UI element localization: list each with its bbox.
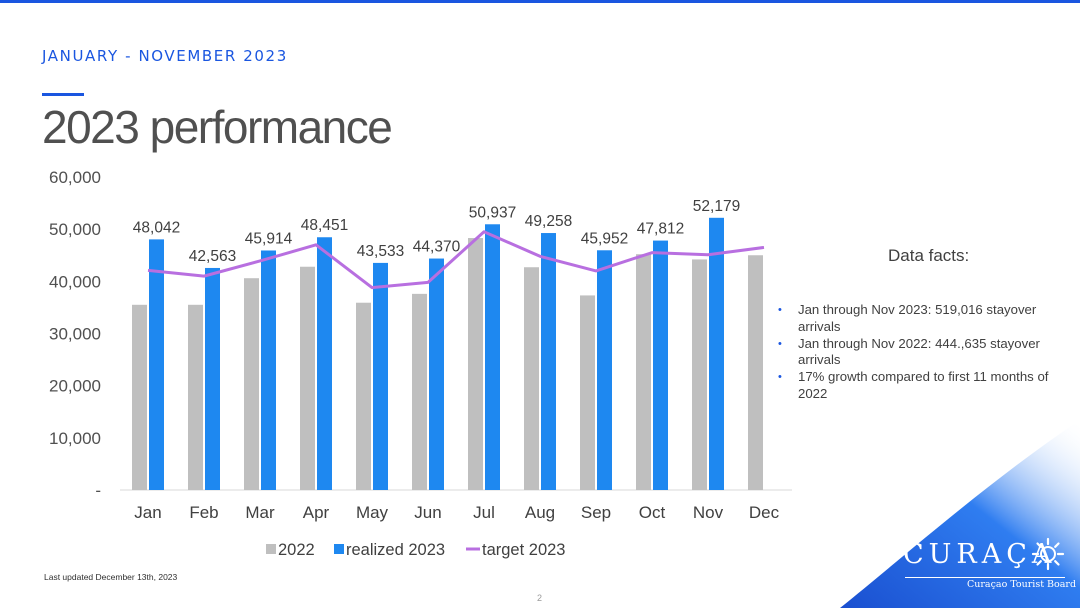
logo-rule [905, 577, 1065, 578]
title-accent-rule [42, 93, 84, 96]
legend-swatch [266, 544, 276, 554]
curacao-logo: CURAÇA Curaçao Tourist Board [903, 537, 1076, 595]
sun-icon [1031, 537, 1065, 571]
page-number: 2 [537, 593, 543, 603]
x-tick-label: Dec [749, 503, 780, 522]
bar-2022 [748, 255, 763, 490]
bar-realized-2023 [149, 239, 164, 490]
fact-text: Jan through Nov 2023: 519,016 stayover a… [798, 302, 1037, 334]
y-tick-label: 10,000 [49, 429, 101, 448]
bar-realized-2023 [485, 224, 500, 490]
bar-realized-2023 [261, 250, 276, 490]
bar-2022 [580, 295, 595, 490]
x-tick-label: Jul [473, 503, 495, 522]
fact-item: • Jan through Nov 2022: 444.,635 stayover… [778, 336, 1068, 370]
bullet-icon: • [778, 337, 782, 350]
x-tick-label: Jun [414, 503, 441, 522]
x-tick-label: May [356, 503, 389, 522]
legend-label: target 2023 [482, 541, 565, 559]
x-tick-label: Nov [693, 503, 724, 522]
logo-wordmark: CURAÇA [903, 539, 1057, 570]
bar-2022 [692, 259, 707, 490]
last-updated-note: Last updated December 13th, 2023 [44, 572, 178, 582]
data-label: 45,952 [581, 230, 628, 247]
logo-tagline: Curaçao Tourist Board [967, 579, 1077, 590]
fact-item: • 17% growth compared to first 11 months … [778, 369, 1068, 403]
y-tick-label: 50,000 [49, 220, 101, 239]
data-label: 50,937 [469, 204, 516, 221]
bar-realized-2023 [541, 233, 556, 491]
fact-item: • Jan through Nov 2023: 519,016 stayover … [778, 302, 1068, 336]
bar-2022 [524, 267, 539, 490]
y-tick-label: 60,000 [49, 168, 101, 187]
bar-2022 [188, 304, 203, 490]
x-tick-label: Apr [303, 503, 330, 522]
legend-label: realized 2023 [346, 541, 445, 559]
bullet-icon: • [778, 304, 782, 316]
facts-title: Data facts: [888, 246, 970, 265]
bar-2022 [244, 278, 259, 490]
bar-realized-2023 [597, 250, 612, 490]
bar-realized-2023 [373, 262, 388, 490]
data-label: 45,914 [245, 230, 293, 247]
page-subtitle: JANUARY - NOVEMBER 2023 [42, 47, 288, 65]
page-title: 2023 performance [42, 101, 393, 153]
y-tick-label: 30,000 [49, 325, 101, 344]
bar-2022 [412, 293, 427, 490]
data-label: 44,370 [413, 239, 461, 256]
data-label: 42,563 [189, 248, 236, 265]
bar-realized-2023 [317, 237, 332, 490]
bar-2022 [356, 302, 371, 490]
facts-list: • Jan through Nov 2023: 519,016 stayover … [778, 302, 1068, 403]
bullet-icon: • [778, 371, 782, 384]
data-label: 48,042 [133, 219, 180, 236]
legend-swatch [334, 544, 344, 554]
fact-text: Jan through Nov 2022: 444.,635 stayover … [798, 335, 1040, 368]
bar-2022 [636, 254, 651, 490]
y-tick-label: 40,000 [49, 272, 101, 291]
y-tick-label: - [95, 481, 101, 500]
target-2023-line [147, 230, 765, 290]
top-accent-bar [0, 0, 1080, 3]
x-tick-label: Jan [134, 503, 161, 522]
x-tick-label: Feb [189, 503, 218, 522]
y-tick-label: 20,000 [49, 377, 101, 396]
bar-2022 [468, 238, 483, 490]
bar-realized-2023 [205, 267, 220, 490]
data-label: 49,258 [525, 213, 572, 230]
fact-text: 17% growth compared to first 11 months o… [798, 369, 1049, 401]
x-tick-label: Oct [639, 503, 666, 522]
x-tick-label: Sep [581, 503, 611, 522]
data-label: 52,179 [693, 198, 740, 215]
bar-2022 [300, 266, 315, 490]
data-label: 43,533 [357, 243, 404, 260]
x-tick-label: Mar [245, 503, 275, 522]
data-label: 47,812 [637, 221, 684, 238]
bar-realized-2023 [709, 217, 724, 490]
bar-realized-2023 [429, 258, 444, 490]
legend-label: 2022 [278, 541, 315, 559]
x-tick-label: Aug [525, 503, 555, 522]
bar-realized-2023 [653, 240, 668, 490]
data-label: 48,451 [301, 217, 348, 234]
bar-2022 [132, 304, 147, 490]
